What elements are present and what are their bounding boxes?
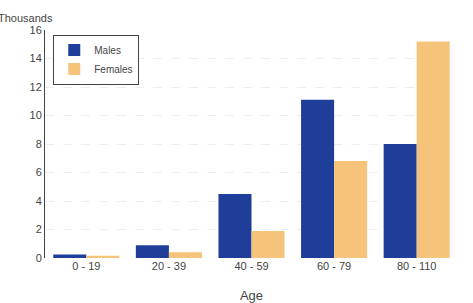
svg-text:60 - 79: 60 - 79 <box>317 260 351 272</box>
svg-text:40 - 59: 40 - 59 <box>234 260 268 272</box>
svg-text:14: 14 <box>30 52 42 64</box>
svg-text:80 - 110: 80 - 110 <box>397 260 437 272</box>
svg-text:16: 16 <box>30 24 42 36</box>
svg-text:Females: Females <box>94 64 132 75</box>
svg-text:8: 8 <box>36 138 42 150</box>
svg-text:0: 0 <box>36 252 42 264</box>
svg-text:0 - 19: 0 - 19 <box>72 260 100 272</box>
svg-text:20 - 39: 20 - 39 <box>152 260 186 272</box>
svg-text:4: 4 <box>36 195 42 207</box>
svg-text:2: 2 <box>36 223 42 235</box>
svg-text:10: 10 <box>30 109 42 121</box>
svg-text:Age: Age <box>240 288 263 303</box>
svg-text:Males: Males <box>94 45 121 56</box>
svg-text:Thousands: Thousands <box>0 12 53 24</box>
svg-text:6: 6 <box>36 166 42 178</box>
svg-text:12: 12 <box>30 81 42 93</box>
